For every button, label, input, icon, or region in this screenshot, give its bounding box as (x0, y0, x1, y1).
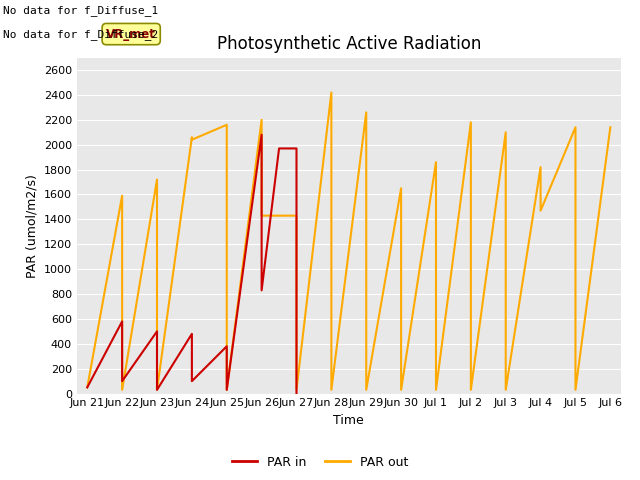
Text: No data for f_Diffuse_1: No data for f_Diffuse_1 (3, 5, 159, 16)
Text: VR_met: VR_met (106, 27, 156, 41)
Legend: PAR in, PAR out: PAR in, PAR out (227, 451, 413, 474)
Y-axis label: PAR (umol/m2/s): PAR (umol/m2/s) (25, 174, 38, 277)
X-axis label: Time: Time (333, 414, 364, 427)
Title: Photosynthetic Active Radiation: Photosynthetic Active Radiation (216, 35, 481, 53)
Text: No data for f_Diffuse_2: No data for f_Diffuse_2 (3, 29, 159, 40)
